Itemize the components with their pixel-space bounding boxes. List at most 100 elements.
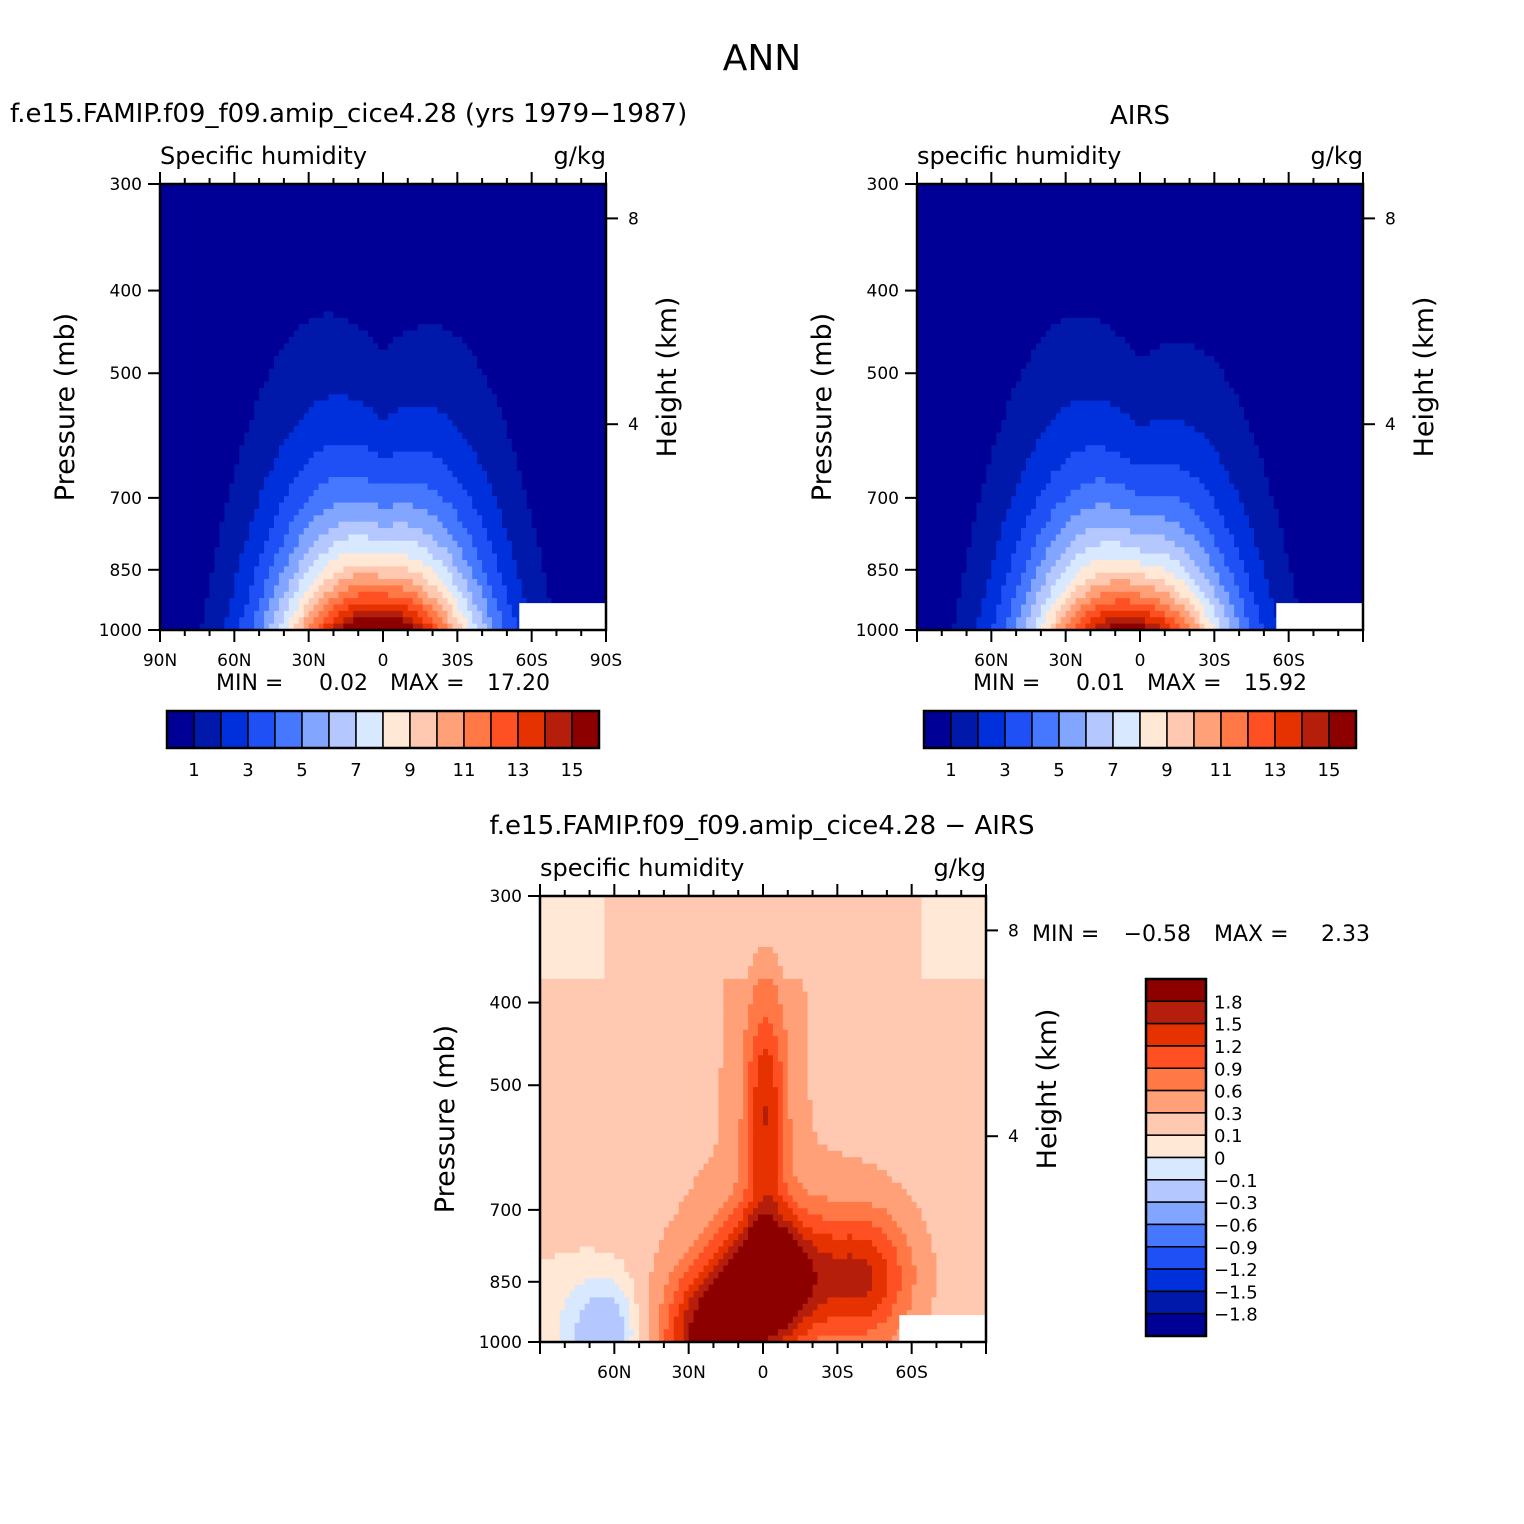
field-cell (506, 196, 513, 204)
field-cell (328, 438, 335, 446)
field-cell (194, 273, 201, 281)
field-cell (482, 559, 488, 567)
field-cell (184, 190, 191, 198)
field-cell (269, 215, 275, 223)
field-cell (496, 413, 503, 421)
field-cell (313, 273, 320, 281)
field-cell (174, 610, 181, 618)
field-cell (278, 215, 285, 223)
field-cell (368, 387, 374, 395)
field-cell (501, 292, 508, 300)
field-cell (477, 547, 483, 555)
field-cell (254, 375, 260, 383)
field-cell (283, 464, 290, 472)
field-cell (378, 591, 384, 599)
field-cell (442, 209, 449, 217)
field-cell (407, 470, 414, 478)
field-cell (412, 292, 419, 300)
field-cell (402, 209, 409, 217)
field-cell (293, 209, 300, 217)
field-cell (318, 566, 325, 574)
field-cell (472, 457, 478, 465)
field-cell (333, 407, 339, 414)
field-cell (392, 400, 399, 408)
field-cell (387, 464, 394, 472)
field-cell (501, 598, 508, 606)
field-cell (254, 604, 260, 612)
field-cell (288, 381, 295, 389)
field-cell (467, 470, 473, 478)
field-cell (412, 234, 419, 242)
field-cell (338, 356, 344, 363)
field-cell (323, 572, 330, 580)
field-cell (194, 260, 201, 268)
field-cell (506, 451, 513, 459)
field-cell (353, 400, 359, 408)
field-cell (209, 247, 216, 255)
field-cell (318, 222, 325, 230)
field-cell (432, 438, 439, 446)
field-cell (373, 464, 379, 472)
field-cell (422, 451, 429, 459)
field-cell (368, 477, 374, 485)
field-cell (239, 483, 245, 491)
field-cell (338, 483, 344, 491)
field-cell (457, 451, 463, 459)
field-cell (368, 457, 374, 465)
field-cell (229, 209, 235, 217)
field-cell (343, 559, 349, 567)
field-cell (209, 273, 216, 281)
field-cell (308, 336, 315, 344)
field-cell (452, 623, 458, 631)
field-cell (259, 470, 265, 478)
field-cell (308, 566, 315, 574)
field-cell (348, 381, 354, 389)
field-cell (293, 515, 300, 523)
field-cell (363, 502, 369, 510)
field-cell (189, 521, 196, 529)
field-cell (427, 496, 434, 504)
field-cell (224, 368, 230, 376)
field-cell (496, 305, 503, 313)
field-cell (368, 566, 374, 574)
field-cell (249, 426, 255, 434)
field-cell (179, 375, 186, 383)
field-cell (214, 470, 221, 478)
field-cell (164, 387, 171, 395)
field-cell (318, 457, 325, 465)
field-cell (303, 496, 310, 504)
field-cell (442, 356, 449, 363)
field-cell (224, 311, 230, 319)
field-cell (293, 222, 300, 230)
field-cell (194, 413, 201, 421)
field-cell (169, 298, 176, 306)
field-cell (417, 610, 424, 618)
field-cell (189, 496, 196, 504)
field-cell (199, 196, 206, 204)
field-cell (323, 445, 330, 453)
field-cell (239, 464, 245, 472)
field-cell (199, 496, 206, 504)
field-cell (333, 508, 339, 516)
field-cell (383, 241, 389, 249)
field-cell (452, 228, 458, 236)
field-cell (472, 247, 478, 255)
field-cell (333, 394, 339, 402)
field-cell (184, 553, 191, 561)
field-cell (338, 451, 344, 459)
field-cell (462, 553, 468, 561)
field-cell (457, 311, 463, 319)
field-cell (358, 591, 364, 599)
field-cell (204, 336, 211, 344)
field-cell (482, 464, 488, 472)
field-cell (184, 285, 191, 293)
field-cell (501, 489, 508, 497)
field-cell (348, 591, 354, 599)
field-cell (333, 566, 339, 574)
field-cell (492, 451, 498, 459)
field-cell (199, 610, 206, 618)
field-cell (432, 508, 439, 516)
field-cell (194, 598, 201, 606)
field-cell (234, 394, 240, 402)
field-cell (482, 617, 488, 625)
